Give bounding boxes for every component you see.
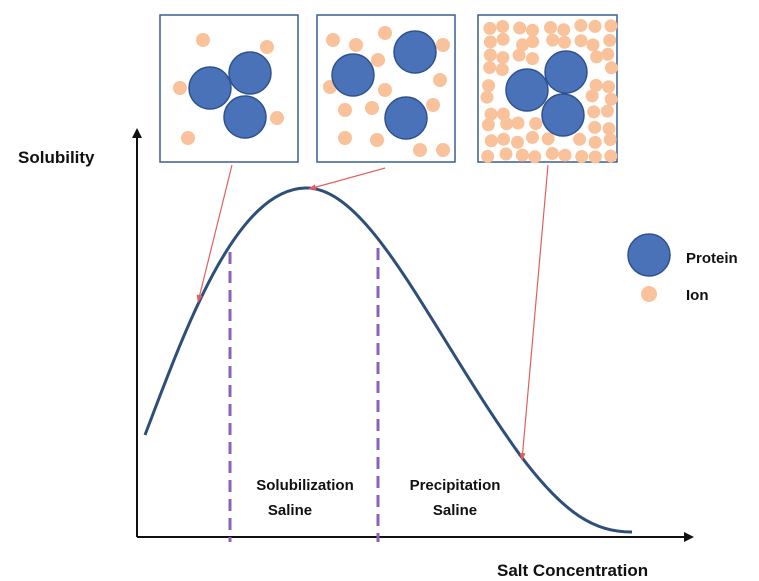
ion bbox=[589, 20, 602, 33]
pointer bbox=[309, 168, 385, 189]
ion bbox=[605, 93, 618, 106]
y-axis-label: Solubility bbox=[18, 148, 95, 167]
ion bbox=[481, 91, 494, 104]
ion bbox=[559, 149, 572, 162]
ion bbox=[604, 150, 617, 163]
ion bbox=[497, 133, 510, 146]
pointer bbox=[522, 165, 548, 460]
ion bbox=[500, 117, 513, 130]
ion bbox=[575, 150, 588, 163]
ion bbox=[526, 131, 539, 144]
ion bbox=[260, 40, 274, 54]
protein bbox=[542, 94, 584, 136]
ion bbox=[485, 134, 498, 147]
ion bbox=[526, 52, 539, 65]
diagram: Protein Ion Solubility Salt Concentratio… bbox=[0, 0, 759, 581]
ion bbox=[181, 131, 195, 145]
ion bbox=[528, 150, 541, 163]
ion bbox=[378, 83, 392, 97]
ion bbox=[529, 117, 542, 130]
ion bbox=[496, 20, 509, 33]
ion bbox=[484, 49, 497, 62]
ion bbox=[605, 61, 618, 74]
ion bbox=[413, 143, 427, 157]
ion bbox=[496, 51, 509, 64]
ion bbox=[338, 103, 352, 117]
protein bbox=[229, 52, 271, 94]
ion bbox=[587, 105, 600, 118]
ion bbox=[546, 147, 559, 160]
ion bbox=[326, 33, 340, 47]
protein bbox=[385, 97, 427, 139]
ion bbox=[511, 136, 524, 149]
legend-label: Protein bbox=[686, 250, 738, 267]
protein bbox=[224, 96, 266, 138]
ion bbox=[602, 80, 615, 93]
protein bbox=[189, 67, 231, 109]
ion bbox=[573, 133, 586, 146]
ion bbox=[544, 21, 557, 34]
region-label: Solubilization bbox=[256, 477, 354, 494]
legend-label: Ion bbox=[686, 287, 709, 304]
ion bbox=[500, 148, 513, 161]
ion bbox=[513, 49, 526, 62]
ion bbox=[338, 131, 352, 145]
ion bbox=[587, 38, 600, 51]
ion bbox=[371, 53, 385, 67]
ion bbox=[546, 34, 559, 47]
region-label: Precipitation bbox=[410, 477, 501, 494]
ion bbox=[516, 149, 529, 162]
ion bbox=[558, 36, 571, 49]
ion bbox=[605, 19, 618, 32]
ion bbox=[601, 48, 614, 61]
protein bbox=[394, 31, 436, 73]
ion bbox=[513, 22, 526, 35]
ion bbox=[557, 23, 570, 36]
ion bbox=[601, 105, 614, 118]
ion bbox=[436, 38, 450, 52]
ion bbox=[270, 111, 284, 125]
ion bbox=[482, 118, 495, 131]
ion bbox=[349, 38, 363, 52]
ion bbox=[433, 73, 447, 87]
ion bbox=[481, 150, 494, 163]
ion bbox=[589, 136, 602, 149]
ion bbox=[484, 35, 497, 48]
ion bbox=[542, 132, 555, 145]
ion bbox=[496, 63, 509, 76]
ion bbox=[575, 34, 588, 47]
ion bbox=[365, 101, 379, 115]
ion bbox=[483, 22, 496, 35]
ion bbox=[482, 79, 495, 92]
x-axis-label: Salt Concentration bbox=[497, 561, 648, 580]
ion bbox=[586, 89, 599, 102]
protein bbox=[332, 54, 374, 96]
ion bbox=[574, 19, 587, 32]
ion bbox=[497, 33, 510, 46]
ion bbox=[603, 34, 616, 47]
ion bbox=[512, 117, 525, 130]
ion bbox=[588, 121, 601, 134]
ion bbox=[589, 150, 602, 163]
ion bbox=[604, 133, 617, 146]
ion bbox=[526, 24, 539, 37]
ion bbox=[436, 143, 450, 157]
protein bbox=[545, 51, 587, 93]
pointer bbox=[198, 165, 232, 302]
curve bbox=[145, 188, 632, 532]
legend-protein bbox=[628, 234, 670, 276]
ion bbox=[426, 98, 440, 112]
ion bbox=[590, 50, 603, 63]
ion bbox=[173, 81, 187, 95]
region-label: Saline bbox=[433, 502, 477, 519]
ion bbox=[370, 133, 384, 147]
ion bbox=[196, 33, 210, 47]
legend-ion bbox=[641, 286, 657, 302]
region-label: Saline bbox=[268, 502, 312, 519]
ion bbox=[483, 61, 496, 74]
ion bbox=[526, 35, 539, 48]
ion bbox=[378, 26, 392, 40]
protein bbox=[506, 69, 548, 111]
